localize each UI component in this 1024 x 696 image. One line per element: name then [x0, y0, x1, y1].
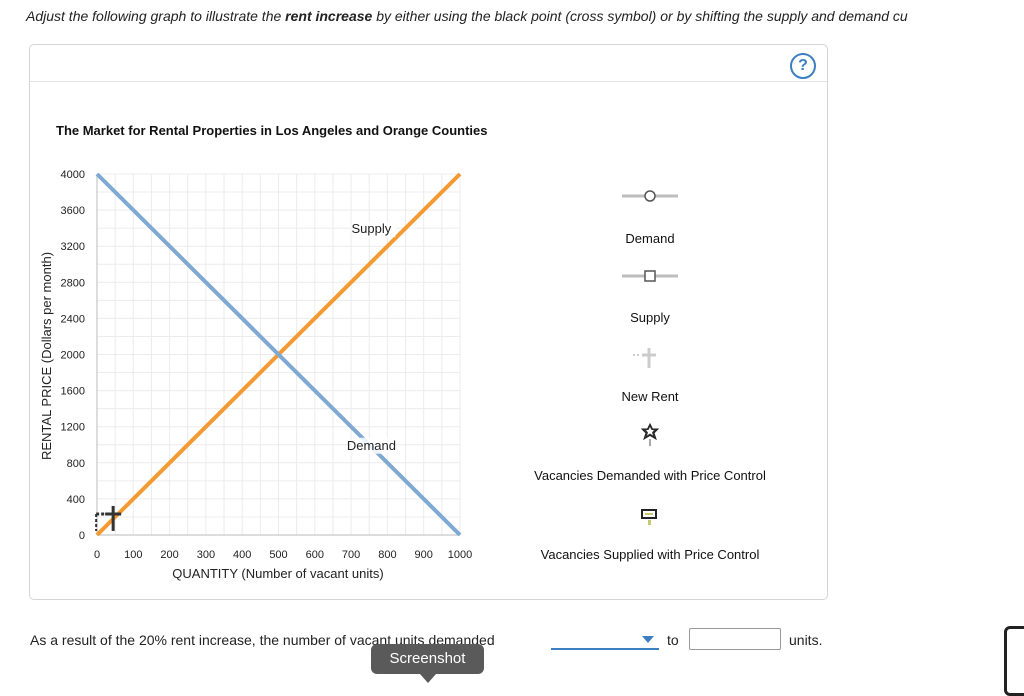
tool-label-demand: Demand: [625, 231, 675, 246]
help-icon[interactable]: ?: [790, 53, 816, 79]
chevron-down-icon: [642, 636, 654, 643]
to-label: to: [667, 632, 679, 648]
tool-label-vacancies-demanded: Vacancies Demanded with Price Control: [534, 468, 766, 483]
supply-line-tool-icon[interactable]: [620, 266, 680, 286]
rectangle-point-icon[interactable]: [640, 507, 660, 529]
screenshot-tooltip: Screenshot: [371, 644, 484, 674]
corner-widget[interactable]: [1004, 626, 1024, 696]
units-input[interactable]: [689, 628, 781, 650]
tool-label-new-rent: New Rent: [621, 389, 679, 404]
tool-label-supply: Supply: [630, 310, 670, 325]
change-direction-dropdown[interactable]: [551, 628, 659, 650]
tooltip-tail: [420, 674, 436, 683]
star-point-icon[interactable]: [640, 423, 660, 447]
panel-header-divider: [30, 81, 827, 82]
demand-line-tool-icon[interactable]: [620, 186, 680, 206]
units-label: units.: [789, 632, 823, 648]
tool-label-vacancies-supplied: Vacancies Supplied with Price Control: [540, 547, 760, 562]
instruction-text: Adjust the following graph to illustrate…: [26, 8, 908, 24]
new-rent-cross-icon[interactable]: [630, 344, 660, 370]
chart-title: The Market for Rental Properties in Los …: [56, 123, 488, 138]
